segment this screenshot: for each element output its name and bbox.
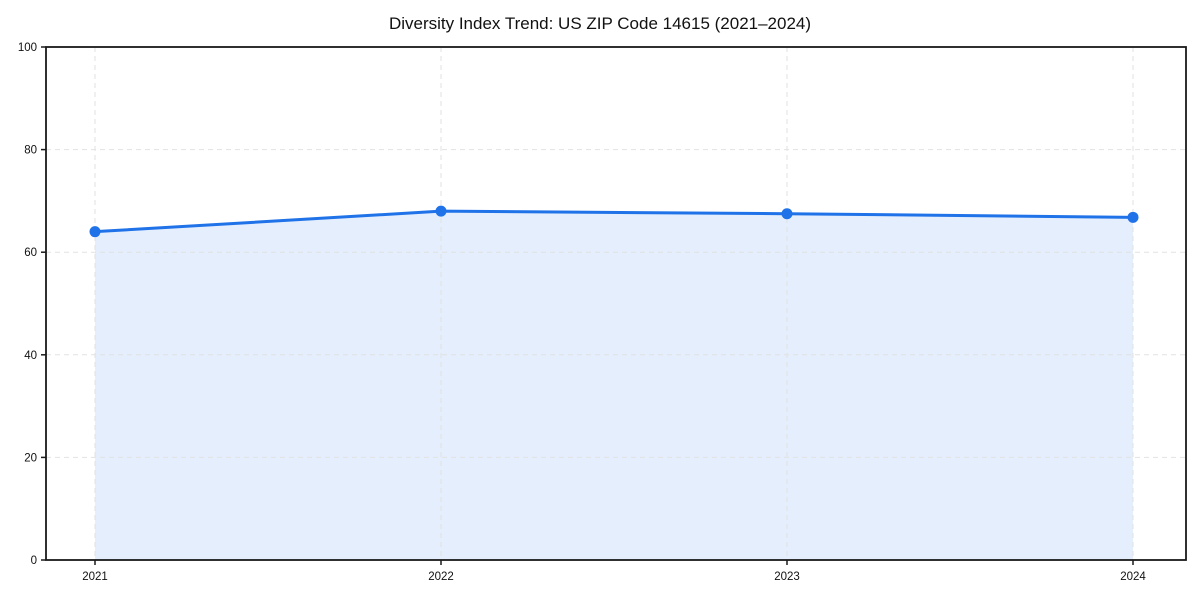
data-point-2024 <box>1127 211 1139 223</box>
ytick-label-100: 100 <box>18 42 37 54</box>
data-point-2023 <box>781 208 793 220</box>
chart-title: Diversity Index Trend: US ZIP Code 14615… <box>388 14 812 33</box>
ytick-label-80: 80 <box>24 145 37 157</box>
area-fill <box>95 211 1133 560</box>
plot-border <box>45 46 1187 561</box>
data-point-2021 <box>89 226 101 238</box>
ytick-label-0: 0 <box>31 555 37 567</box>
trend-line <box>93 209 1135 234</box>
xtick-label-2022: 2022 <box>428 571 454 583</box>
xtick-label-2023: 2023 <box>774 571 800 583</box>
xtick-label-2021: 2021 <box>82 571 108 583</box>
ytick-label-60: 60 <box>24 247 37 259</box>
ytick-label-20: 20 <box>24 452 37 464</box>
gridlines <box>46 47 1186 560</box>
xtick-label-2024: 2024 <box>1120 571 1146 583</box>
ytick-label-40: 40 <box>24 350 37 362</box>
data-point-2022 <box>435 205 447 217</box>
tick-marks <box>41 46 1134 565</box>
